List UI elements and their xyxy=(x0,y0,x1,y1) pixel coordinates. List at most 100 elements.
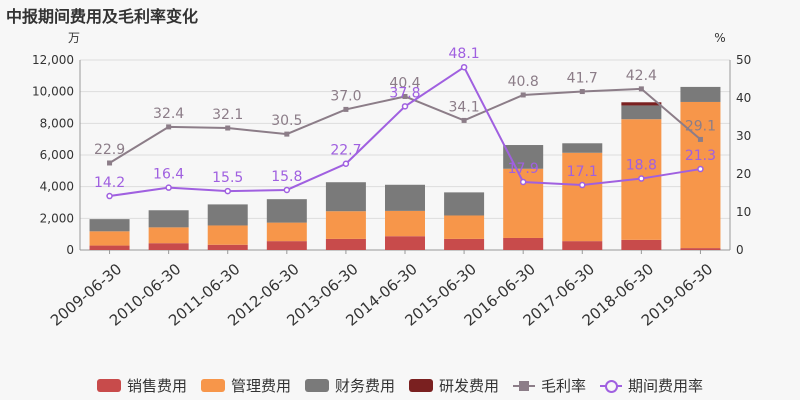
data-label-期间费用率: 14.2 xyxy=(94,175,125,191)
bar-销售费用 xyxy=(680,248,721,250)
marker-期间费用率 xyxy=(460,63,468,71)
legend-item-sales[interactable]: 销售费用 xyxy=(96,375,187,396)
bar-管理费用 xyxy=(266,222,307,242)
data-label-期间费用率: 15.8 xyxy=(271,169,302,185)
data-label-毛利率: 32.4 xyxy=(153,106,184,122)
legend-swatch-sales xyxy=(96,378,121,392)
legend-item-expense-rate[interactable]: 期间费用率 xyxy=(600,375,703,396)
bar-销售费用 xyxy=(621,239,662,250)
data-label-期间费用率: 48.1 xyxy=(449,46,480,62)
marker-期间费用率 xyxy=(283,186,291,194)
bar-销售费用 xyxy=(503,237,544,250)
data-label-期间费用率: 17.9 xyxy=(508,161,539,177)
data-label-毛利率: 34.1 xyxy=(449,99,480,115)
data-label-期间费用率: 16.4 xyxy=(153,167,184,183)
bar-管理费用 xyxy=(680,101,721,249)
legend-item-rnd[interactable]: 研发费用 xyxy=(409,375,499,396)
legend-label-admin: 管理费用 xyxy=(230,376,291,395)
y-left-tick-label: 10,000 xyxy=(32,85,74,99)
y-right-tick-label: 40 xyxy=(736,91,751,105)
marker-期间费用率 xyxy=(165,184,172,191)
marker-毛利率 xyxy=(520,92,526,98)
bar-财务费用 xyxy=(89,219,130,232)
bar-管理费用 xyxy=(444,215,485,239)
marker-期间费用率 xyxy=(224,187,231,195)
y-left-tick-label: 4,000 xyxy=(40,180,74,194)
bar-财务费用 xyxy=(562,143,603,153)
legend-label-expense-rate: 期间费用率 xyxy=(628,376,704,395)
y-left-tick-label: 6,000 xyxy=(40,148,74,162)
y-right-tick-label: 20 xyxy=(736,167,751,181)
bar-管理费用 xyxy=(207,225,248,245)
marker-期间费用率 xyxy=(106,192,113,200)
legend: 销售费用 管理费用 财务费用 研发费用 毛利率 期间费用率 xyxy=(0,372,800,398)
marker-毛利率 xyxy=(638,86,644,92)
chart-canvas: 0 2,000 4,000 6,000 8,000 10,000 12,000 0 10 20 30… xyxy=(32,31,751,330)
legend-item-gross-margin[interactable]: 毛利率 xyxy=(513,375,586,396)
data-label-毛利率: 42.4 xyxy=(626,68,657,84)
legend-label-finance: 财务费用 xyxy=(334,376,395,395)
data-label-期间费用率: 22.7 xyxy=(330,143,361,159)
bar-财务费用 xyxy=(207,204,248,226)
bar-财务费用 xyxy=(148,210,189,228)
marker-毛利率 xyxy=(579,89,585,95)
data-label-毛利率: 40.4 xyxy=(389,75,420,91)
bar-管理费用 xyxy=(385,210,425,237)
legend-item-finance[interactable]: 财务费用 xyxy=(304,375,395,396)
bar-销售费用 xyxy=(148,243,189,250)
data-label-期间费用率: 17.1 xyxy=(567,164,598,180)
data-label-期间费用率: 37.8 xyxy=(389,85,420,101)
bar-销售费用 xyxy=(266,241,307,250)
y-right-tick-label: 0 xyxy=(736,243,744,257)
bar-销售费用 xyxy=(562,241,603,250)
legend-swatch-rnd xyxy=(409,378,433,392)
marker-期间费用率 xyxy=(579,181,586,189)
bar-财务费用 xyxy=(385,184,425,211)
legend-label-rnd: 研发费用 xyxy=(439,376,500,395)
legend-swatch-admin xyxy=(200,378,225,392)
bar-研发费用 xyxy=(621,102,662,106)
bar-财务费用 xyxy=(621,105,662,120)
bar-管理费用 xyxy=(148,227,189,244)
legend-swatch-expense-rate xyxy=(600,379,623,393)
y-left-unit: 万 xyxy=(68,31,80,45)
data-label-毛利率: 30.5 xyxy=(271,113,302,129)
data-label-期间费用率: 21.3 xyxy=(685,148,716,164)
marker-期间费用率 xyxy=(401,103,409,110)
marker-毛利率 xyxy=(697,136,703,142)
bar-财务费用 xyxy=(325,182,366,212)
legend-swatch-gross-margin xyxy=(513,379,536,392)
y-right-tick-label: 30 xyxy=(736,129,751,143)
data-label-毛利率: 29.1 xyxy=(685,118,716,134)
data-label-毛利率: 32.1 xyxy=(212,107,243,123)
bar-管理费用 xyxy=(89,231,130,246)
chart-title: 中报期间费用及毛利率变化 xyxy=(6,7,199,26)
legend-label-gross-margin: 毛利率 xyxy=(541,376,587,395)
y-right-unit: % xyxy=(714,31,725,45)
data-label-期间费用率: 15.5 xyxy=(212,170,243,186)
marker-期间费用率 xyxy=(638,175,645,182)
bar-销售费用 xyxy=(444,238,485,250)
bar-财务费用 xyxy=(444,192,485,216)
legend-item-admin[interactable]: 管理费用 xyxy=(200,375,291,396)
marker-毛利率 xyxy=(402,93,408,99)
bar-财务费用 xyxy=(266,199,307,223)
data-label-毛利率: 37.0 xyxy=(330,88,361,104)
marker-期间费用率 xyxy=(342,160,350,167)
y-left-tick-label: 0 xyxy=(66,243,74,257)
bar-管理费用 xyxy=(562,152,603,242)
data-label-毛利率: 22.9 xyxy=(94,142,125,158)
data-label-毛利率: 41.7 xyxy=(567,71,598,87)
marker-毛利率 xyxy=(284,131,290,137)
marker-毛利率 xyxy=(107,160,113,166)
marker-毛利率 xyxy=(225,125,231,131)
marker-毛利率 xyxy=(461,117,467,123)
marker-毛利率 xyxy=(343,106,349,112)
y-left-tick-label: 8,000 xyxy=(40,116,74,130)
marker-毛利率 xyxy=(166,124,172,130)
y-left-tick-label: 12,000 xyxy=(32,53,74,67)
legend-swatch-finance xyxy=(304,378,329,392)
data-label-期间费用率: 18.8 xyxy=(626,158,657,174)
data-label-毛利率: 40.8 xyxy=(508,74,539,90)
y-right-tick-label: 50 xyxy=(736,53,751,67)
